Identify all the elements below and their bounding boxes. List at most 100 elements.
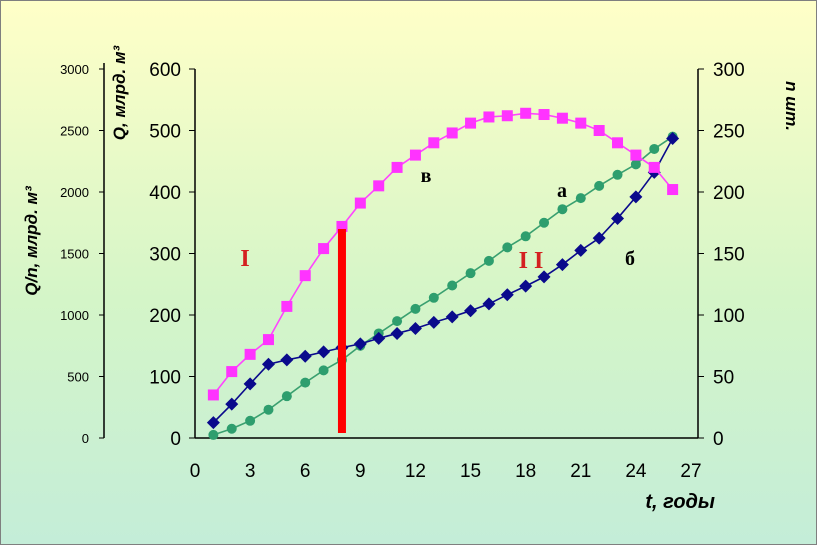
data-point: [593, 125, 605, 136]
q-axis-label: Q, млрд. м³: [110, 44, 129, 140]
data-point: [226, 366, 238, 378]
data-point: [318, 365, 329, 376]
data-point: [245, 415, 256, 426]
series-line: [213, 135, 674, 436]
data-point: [520, 231, 531, 242]
data-point: [206, 416, 220, 430]
x-tick-label: 0: [190, 461, 201, 482]
q-tick-label: 600: [149, 60, 181, 81]
n-axis-label: n шт.: [782, 81, 801, 131]
series-2: [206, 131, 680, 430]
x-tick-label: 18: [515, 461, 536, 482]
data-point: [243, 377, 257, 391]
series-layer: [206, 107, 680, 440]
q-per-n-tick-label: 1000: [60, 308, 89, 323]
data-point: [446, 127, 458, 139]
n-tick-label: 200: [713, 183, 745, 204]
q-per-n-axis-label: Q/n, млрд. м³: [22, 185, 41, 296]
q-tick-label: 100: [149, 368, 181, 389]
data-point: [557, 204, 568, 215]
data-point: [445, 310, 459, 324]
data-point: [410, 303, 421, 314]
q-per-n-tick-label: 500: [67, 370, 89, 385]
data-point: [594, 180, 605, 191]
data-point: [354, 197, 366, 209]
data-point: [667, 184, 679, 196]
data-point: [353, 337, 367, 351]
data-point: [574, 243, 588, 257]
q-per-n-tick-label: 1500: [60, 247, 89, 262]
data-point: [390, 326, 404, 340]
data-point: [408, 322, 422, 336]
series-line: [212, 138, 674, 424]
data-point: [281, 391, 292, 402]
data-point: [428, 292, 439, 303]
data-point: [392, 316, 403, 327]
q-tick-label: 500: [149, 122, 181, 143]
phase-two-label: I I: [519, 248, 544, 274]
x-tick-label: 21: [570, 461, 591, 482]
series-3: [207, 107, 679, 401]
data-point: [629, 190, 643, 204]
phase-divider: [337, 229, 346, 433]
series-line: [212, 112, 674, 396]
data-point: [649, 143, 660, 154]
n-tick-label: 100: [713, 306, 745, 327]
q-tick-label: 0: [170, 429, 181, 450]
data-point: [666, 131, 680, 145]
q-per-n-tick-label: 0: [82, 431, 89, 446]
data-point: [630, 149, 642, 161]
q-per-n-tick-label: 3000: [60, 62, 89, 77]
phase-one-label: I: [240, 246, 249, 272]
data-point: [300, 377, 311, 388]
n-tick-label: 250: [713, 122, 745, 143]
data-point: [465, 268, 476, 279]
x-tick-label: 24: [625, 461, 647, 482]
data-point: [556, 112, 568, 124]
data-point: [373, 180, 385, 192]
data-point: [244, 348, 256, 360]
data-point: [538, 109, 550, 121]
series-b-label: б: [625, 248, 635, 270]
data-point: [519, 279, 533, 293]
x-tick-label: 27: [680, 461, 701, 482]
data-point: [555, 258, 569, 272]
data-point: [317, 345, 331, 359]
data-point: [648, 161, 660, 173]
x-tick-label: 9: [355, 461, 366, 482]
data-point: [520, 107, 532, 119]
series-c-label: в: [421, 165, 432, 187]
x-tick-label: 6: [300, 461, 311, 482]
q-per-n-tick-label: 2000: [60, 185, 89, 200]
data-point: [225, 397, 239, 411]
q-tick-label: 400: [149, 183, 181, 204]
data-point: [226, 423, 237, 434]
data-point: [318, 243, 330, 255]
data-point: [539, 217, 550, 228]
q-tick-label: 300: [149, 245, 181, 266]
series-a-label: а: [557, 180, 567, 202]
data-point: [464, 304, 478, 318]
data-point: [336, 220, 348, 232]
x-tick-label: 12: [405, 461, 426, 482]
data-point: [575, 117, 587, 129]
x-tick-label: 15: [460, 461, 481, 482]
data-point: [482, 297, 496, 311]
n-tick-label: 0: [713, 429, 724, 450]
data-point: [391, 161, 403, 173]
x-axis-label: t, годы: [645, 491, 715, 513]
data-point: [630, 159, 641, 170]
n-tick-label: 150: [713, 245, 745, 266]
data-point: [299, 270, 311, 282]
data-point: [537, 270, 551, 284]
data-point: [483, 111, 495, 123]
data-point: [280, 353, 294, 367]
data-point: [281, 300, 293, 312]
data-point: [612, 137, 624, 149]
q-per-n-tick-label: 2500: [60, 124, 89, 139]
data-point: [483, 255, 494, 266]
data-point: [575, 193, 586, 204]
data-point: [208, 429, 219, 440]
data-point: [261, 357, 275, 371]
